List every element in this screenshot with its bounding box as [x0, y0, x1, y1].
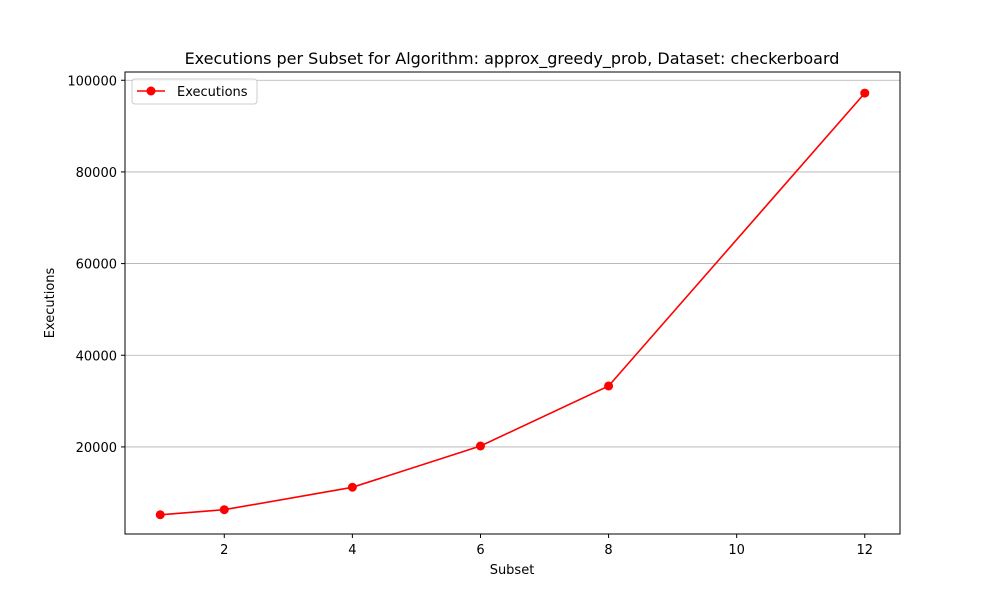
- legend-entry-executions: Executions: [177, 85, 248, 100]
- y-tick-label-4: 100000: [67, 74, 117, 89]
- plot-frame: [124, 71, 901, 535]
- x-tick-label-3: 8: [604, 543, 612, 558]
- x-axis-ticks: 2 4 6 8 10 12: [220, 534, 873, 558]
- x-tick-label-2: 6: [476, 543, 484, 558]
- x-tick-label-5: 12: [856, 543, 873, 558]
- x-tick-label-0: 2: [220, 543, 228, 558]
- y-tick-label-3: 80000: [76, 166, 117, 181]
- grid-lines: [125, 79, 900, 448]
- series-line-0: [160, 92, 866, 516]
- legend: Executions: [131, 78, 258, 105]
- series-layer: [155, 88, 870, 520]
- data-point-0-4: [604, 381, 614, 391]
- data-point-0-3: [475, 441, 485, 451]
- data-point-0-2: [347, 482, 357, 492]
- legend-marker-sample: [146, 86, 156, 96]
- data-point-0-1: [219, 505, 229, 515]
- x-tick-label-1: 4: [348, 543, 356, 558]
- y-tick-label-0: 20000: [76, 441, 117, 456]
- y-axis-ticks: 20000 40000 60000 80000 100000: [67, 74, 125, 456]
- x-tick-label-4: 10: [728, 543, 745, 558]
- legend-box: [131, 78, 258, 105]
- data-point-0-0: [155, 510, 165, 520]
- y-tick-label-1: 40000: [76, 349, 117, 364]
- y-axis-label: Executions: [43, 267, 58, 338]
- data-point-0-5: [860, 88, 870, 98]
- y-tick-label-2: 60000: [76, 258, 117, 273]
- x-axis-label: Subset: [490, 563, 535, 578]
- chart-title: Executions per Subset for Algorithm: app…: [185, 49, 840, 69]
